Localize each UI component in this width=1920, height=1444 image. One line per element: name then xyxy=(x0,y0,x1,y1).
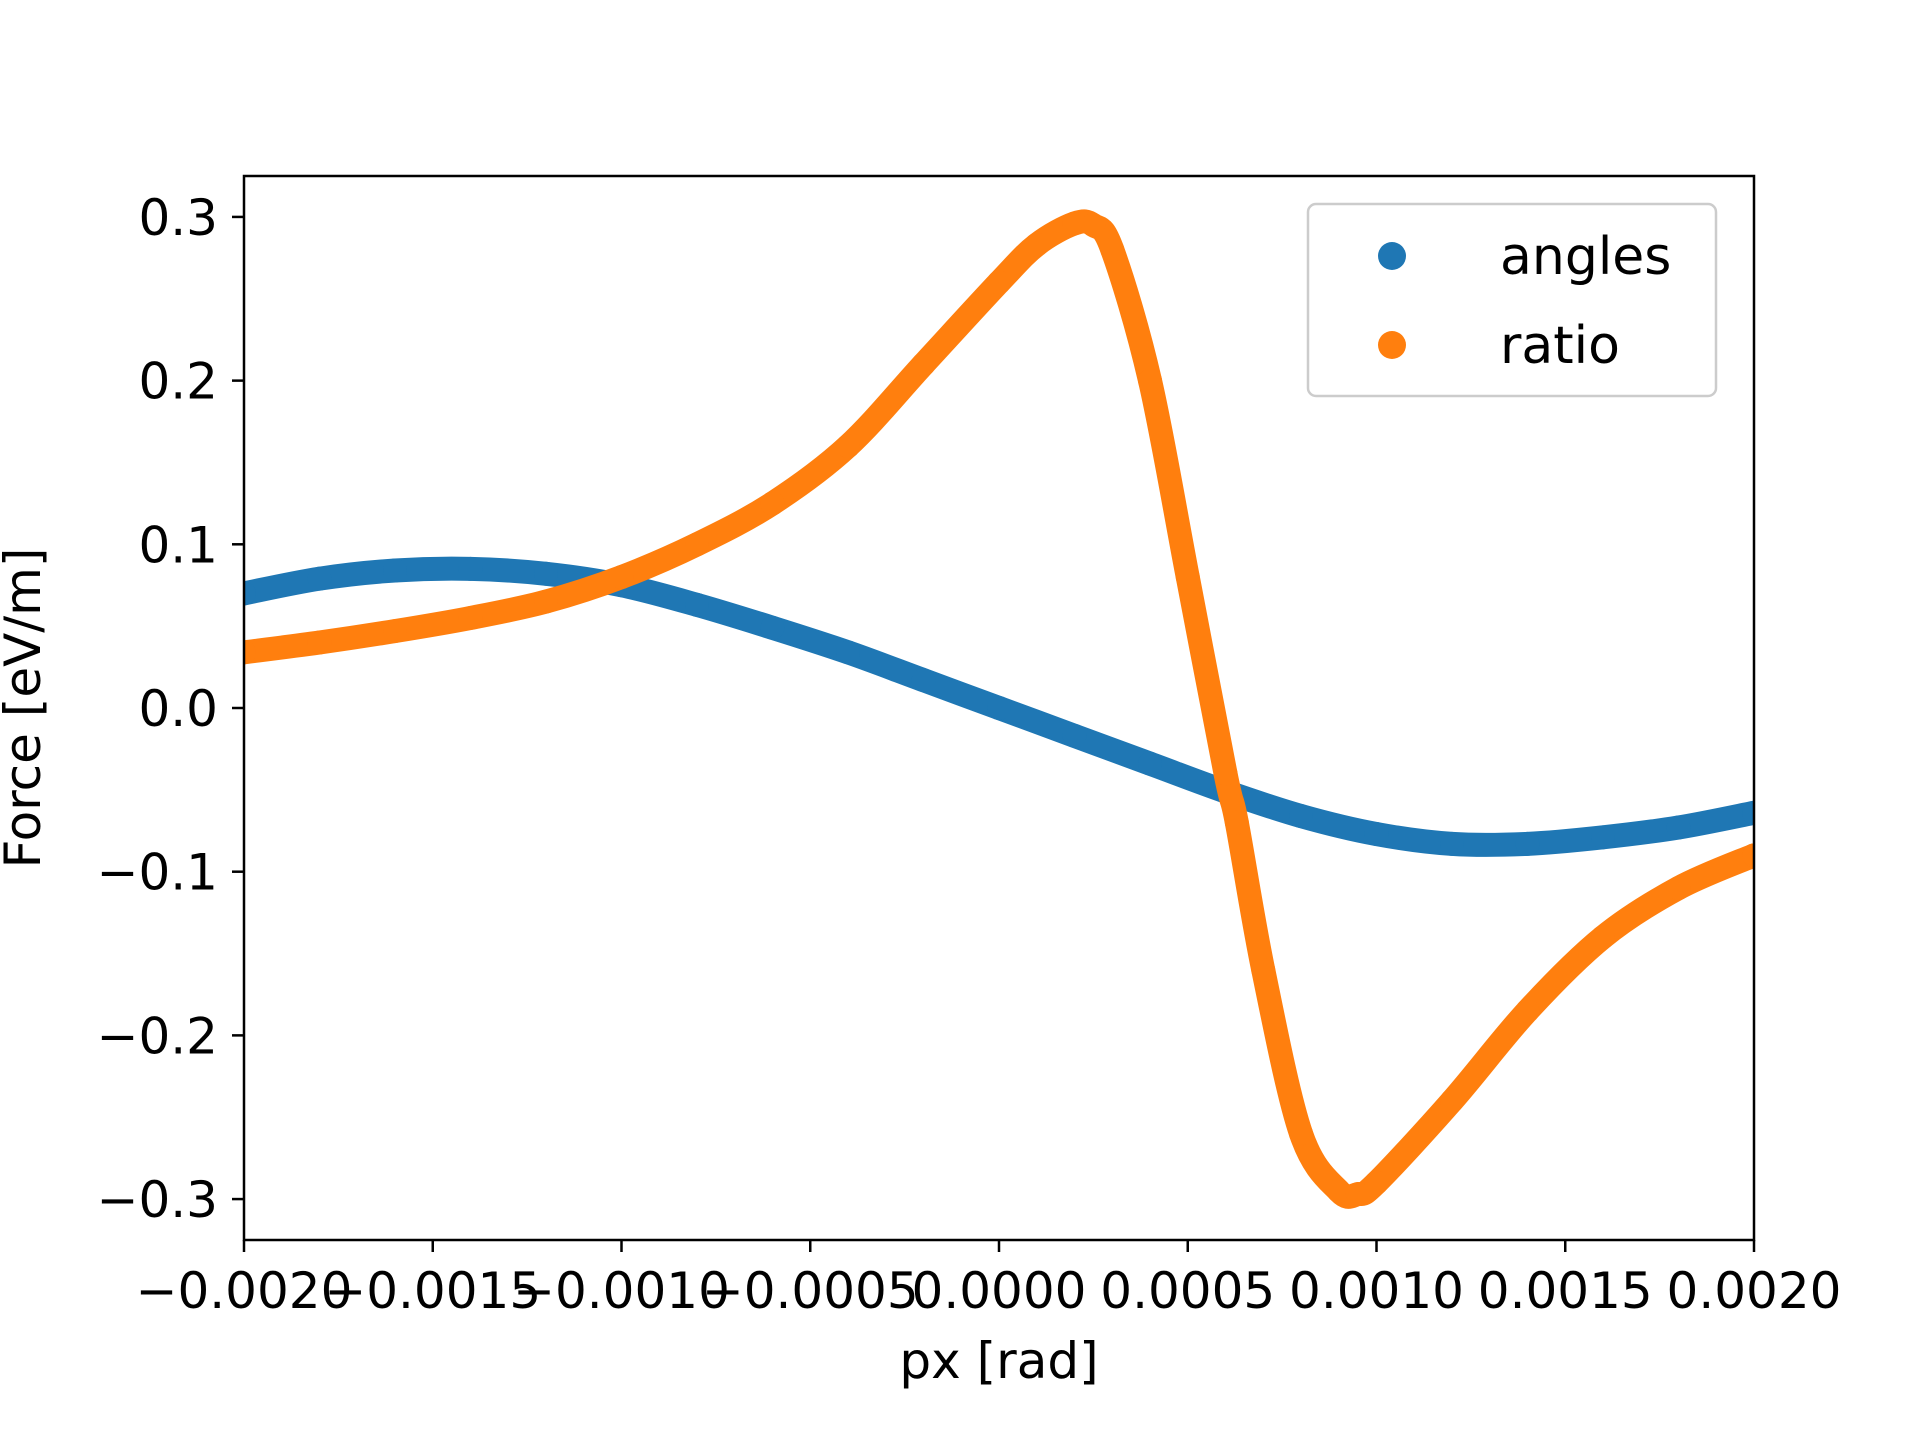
legend-label-angles: angles xyxy=(1500,227,1671,287)
data-point-angles xyxy=(307,566,332,591)
data-point-ratio xyxy=(1326,1178,1351,1203)
series-layer xyxy=(244,209,1754,1209)
data-point-angles xyxy=(534,561,558,586)
data-point-angles xyxy=(1591,825,1615,850)
data-point-angles xyxy=(836,640,860,665)
data-point-angles xyxy=(383,558,407,583)
data-point-angles xyxy=(1364,822,1389,847)
data-point-ratio xyxy=(1175,565,1200,590)
data-point-ratio xyxy=(1345,1182,1370,1207)
data-point-angles xyxy=(244,581,256,606)
data-point-ratio xyxy=(1666,876,1691,901)
data-point-ratio xyxy=(987,270,1011,295)
legend-marker-angles xyxy=(1378,242,1406,270)
x-tick-label: 0.0005 xyxy=(1100,1262,1275,1320)
data-point-ratio xyxy=(307,630,332,655)
x-tick-label: −0.0010 xyxy=(513,1262,730,1320)
data-point-angles xyxy=(1289,804,1313,829)
data-point-ratio xyxy=(1289,1121,1313,1146)
data-point-ratio xyxy=(1213,761,1238,786)
data-point-angles xyxy=(1062,723,1087,748)
data-point-ratio xyxy=(1440,1088,1464,1113)
x-tick-label: −0.0015 xyxy=(324,1262,541,1320)
data-point-ratio xyxy=(534,589,558,614)
data-point-ratio xyxy=(1024,232,1049,257)
y-tick-label: −0.3 xyxy=(97,1171,218,1229)
legend-box xyxy=(1306,202,1718,398)
data-point-angles xyxy=(1138,751,1162,776)
x-tick-label: 0.0000 xyxy=(912,1262,1087,1320)
legend: angles ratio xyxy=(1306,202,1718,398)
series-ratio xyxy=(244,209,1754,1209)
x-tick-label: 0.0020 xyxy=(1667,1262,1842,1320)
data-point-angles xyxy=(458,556,483,581)
y-tick-label: 0.0 xyxy=(138,680,218,738)
y-tick-label: 0.3 xyxy=(138,189,218,247)
y-tick-label: −0.1 xyxy=(97,844,218,902)
data-point-ratio xyxy=(685,532,709,557)
data-point-ratio xyxy=(1081,213,1106,238)
data-point-angles xyxy=(987,696,1011,720)
data-point-ratio xyxy=(1591,925,1615,950)
data-point-ratio xyxy=(609,565,634,590)
data-point-ratio xyxy=(1224,810,1249,835)
x-tick-label: 0.0015 xyxy=(1478,1262,1653,1320)
data-point-ratio xyxy=(760,491,785,516)
data-point-angles xyxy=(760,615,785,640)
y-axis-ticks: 0.3 0.2 0.1 0.0 −0.1 −0.2 −0.3 xyxy=(97,189,244,1229)
data-point-angles xyxy=(1440,831,1464,856)
data-point-angles xyxy=(911,668,936,693)
data-point-ratio xyxy=(911,352,936,377)
data-point-angles xyxy=(685,592,709,617)
data-point-ratio xyxy=(1742,843,1754,868)
x-axis-label: px [rad] xyxy=(899,1332,1098,1390)
data-point-angles xyxy=(1515,831,1540,856)
y-axis-label: Force [eV/m] xyxy=(0,548,52,869)
y-tick-label: 0.2 xyxy=(138,353,218,411)
data-point-ratio xyxy=(1100,237,1125,262)
data-point-ratio xyxy=(244,640,256,665)
x-tick-label: 0.0010 xyxy=(1289,1262,1464,1320)
data-point-ratio xyxy=(1062,211,1087,236)
data-point-angles xyxy=(1742,800,1754,825)
y-tick-label: 0.1 xyxy=(138,516,218,574)
data-point-ratio xyxy=(1515,998,1540,1023)
data-point-ratio xyxy=(1364,1170,1389,1195)
legend-label-ratio: ratio xyxy=(1500,316,1620,376)
data-point-ratio xyxy=(1138,368,1162,393)
x-tick-label: −0.0005 xyxy=(702,1262,919,1320)
legend-marker-ratio xyxy=(1378,331,1406,359)
data-point-ratio xyxy=(383,619,407,644)
x-tick-label: −0.0020 xyxy=(136,1262,353,1320)
data-point-ratio xyxy=(836,434,860,459)
data-point-ratio xyxy=(458,605,483,630)
data-point-ratio xyxy=(1251,957,1276,982)
data-point-angles xyxy=(1666,815,1691,840)
y-tick-label: −0.2 xyxy=(97,1007,218,1065)
